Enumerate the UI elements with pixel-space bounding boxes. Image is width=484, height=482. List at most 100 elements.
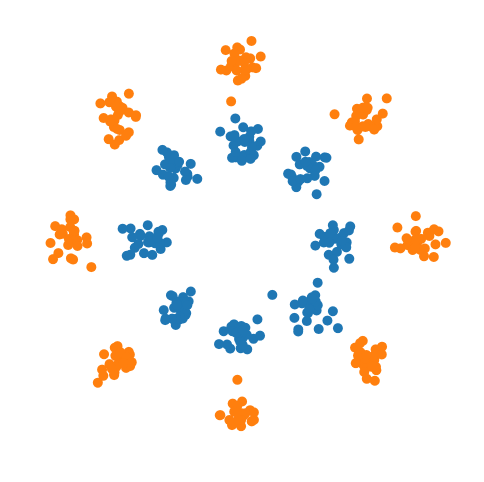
scatter-point-series-0-cluster-1-13	[291, 151, 302, 162]
scatter-point-series-1-cluster-5-21	[99, 349, 110, 360]
scatter-point-series-0-cluster-2-18	[255, 136, 266, 147]
scatter-point-series-1-cluster-7-20	[353, 350, 364, 361]
scatter-point-series-0-cluster-6-9	[214, 339, 225, 350]
scatter-point-series-1-cluster-1-18	[353, 134, 364, 145]
scatter-point-series-1-cluster-0-21	[428, 251, 439, 262]
scatter-point-series-0-cluster-1-18	[321, 152, 332, 163]
scatter-point-series-1-cluster-7-8	[350, 358, 361, 369]
scatter-point-series-0-cluster-1-5	[311, 151, 322, 162]
scatter-point-series-1-cluster-1-8	[361, 93, 372, 104]
scatter-point-series-1-cluster-3-16	[98, 113, 109, 124]
scatter-point-series-1-cluster-0-22	[429, 224, 440, 235]
scatter-point-series-1-cluster-2-10	[255, 51, 266, 62]
scatter-point-series-1-cluster-3-4	[95, 98, 106, 109]
scatter-point-series-0-cluster-4-16	[133, 239, 144, 250]
scatter-point-series-0-cluster-1-21	[287, 176, 298, 187]
scatter-point-series-1-cluster-2-11	[246, 35, 257, 46]
scatter-point-series-1-cluster-1-17	[369, 124, 380, 135]
scatter-point-series-1-cluster-2-23	[234, 55, 245, 66]
scatter-point-series-1-cluster-0-15	[410, 226, 421, 237]
scatter-point-series-0-cluster-1-24	[295, 174, 306, 185]
scatter-point-series-1-cluster-1-21	[350, 121, 361, 132]
scatter-point-series-0-cluster-2-3	[215, 126, 226, 137]
scatter-point-series-1-cluster-2-7	[215, 64, 226, 75]
scatter-point-series-0-cluster-4-1	[142, 220, 153, 231]
scatter-point-series-1-cluster-4-15	[81, 232, 92, 243]
scatter-point-series-1-cluster-2-22	[251, 63, 262, 74]
scatter-point-series-0-cluster-0-5	[310, 240, 321, 251]
scatter-point-series-0-cluster-2-22	[230, 113, 241, 124]
scatter-point-series-1-cluster-3-19	[112, 124, 123, 135]
scatter-point-series-0-cluster-6-13	[225, 343, 236, 354]
scatter-point-series-0-cluster-2-9	[236, 155, 247, 166]
scatter-point-series-0-cluster-5-1	[185, 286, 196, 297]
scatter-point-series-1-cluster-4-13	[72, 240, 83, 251]
scatter-point-series-1-cluster-6-24	[229, 406, 240, 417]
scatter-point-series-0-cluster-6-17	[252, 314, 263, 325]
scatter-point-series-0-cluster-1-0	[300, 146, 311, 157]
scatter-point-series-0-cluster-0-1	[327, 220, 338, 231]
scatter-point-series-0-cluster-0-22	[324, 237, 335, 248]
scatter-point-series-0-cluster-3-20	[163, 171, 174, 182]
scatter-point-series-1-cluster-3-12	[123, 88, 134, 99]
scatter-point-series-1-cluster-7-19	[376, 349, 387, 360]
plot-area	[45, 35, 451, 432]
scatter-point-series-1-cluster-0-4	[392, 222, 403, 233]
scatter-point-series-0-cluster-5-21	[182, 300, 193, 311]
scatter-point-series-0-cluster-3-18	[180, 175, 191, 186]
scatter-point-series-1-cluster-0-24	[411, 234, 422, 245]
scatter-point-series-1-cluster-6-19	[247, 415, 258, 426]
scatter-point-series-1-cluster-7-24	[355, 338, 366, 349]
scatter-point-series-0-cluster-0-13	[331, 246, 342, 257]
scatter-point-series-0-cluster-1-14	[319, 175, 330, 186]
scatter-point-series-1-cluster-0-8	[401, 233, 412, 244]
scatter-point-series-0-cluster-2-20	[230, 146, 241, 157]
scatter-point-series-1-cluster-2-24	[226, 55, 237, 66]
scatter-point-series-1-cluster-6-17	[232, 374, 243, 385]
scatter-point-series-0-cluster-7-14	[293, 326, 304, 337]
scatter-point-series-0-cluster-6-21	[255, 330, 266, 341]
scatter-point-series-1-cluster-0-23	[440, 237, 451, 248]
scatter-point-series-0-cluster-6-24	[237, 325, 248, 336]
scatter-point-series-1-cluster-2-13	[220, 45, 231, 56]
scatter-point-series-1-cluster-4-14	[86, 262, 97, 273]
scatter-point-series-0-cluster-3-17	[165, 163, 176, 174]
scatter-point-series-0-cluster-0-21	[328, 254, 339, 265]
scatter-point-series-0-cluster-1-22	[300, 156, 311, 167]
scatter-point-series-1-cluster-0-0	[410, 211, 421, 222]
scatter-point-series-1-cluster-4-2	[45, 237, 56, 248]
scatter-point-series-1-cluster-1-19	[329, 109, 340, 120]
scatter-point-series-1-cluster-5-24	[126, 357, 137, 368]
scatter-point-series-1-cluster-0-17	[419, 243, 430, 254]
scatter-point-series-1-cluster-4-19	[48, 254, 59, 265]
scatter-point-series-1-cluster-6-21	[224, 415, 235, 426]
scatter-point-series-1-cluster-1-24	[377, 108, 388, 119]
scatter-point-series-1-cluster-5-20	[118, 358, 129, 369]
scatter-point-series-1-cluster-6-9	[214, 410, 225, 421]
scatter-point-series-0-cluster-2-24	[245, 153, 256, 164]
scatter-point-series-0-cluster-4-20	[144, 235, 155, 246]
scatter-point-series-1-cluster-1-12	[381, 93, 392, 104]
scatter-point-series-0-cluster-3-22	[166, 179, 177, 190]
scatter-point-series-1-cluster-4-23	[69, 225, 80, 236]
scatter-point-series-1-cluster-1-22	[360, 122, 371, 133]
scatter-point-series-1-cluster-4-22	[65, 214, 76, 225]
scatter-point-series-1-cluster-3-23	[114, 106, 125, 117]
scatter-point-series-0-cluster-0-15	[343, 225, 354, 236]
scatter-point-series-0-cluster-3-13	[185, 158, 196, 169]
scatter-point-series-0-cluster-0-17	[325, 228, 336, 239]
scatter-point-series-0-cluster-6-20	[237, 340, 248, 351]
scatter-point-series-1-cluster-0-9	[430, 239, 441, 250]
scatter-point-series-0-cluster-0-20	[344, 253, 355, 264]
scatter-point-series-1-cluster-0-20	[409, 243, 420, 254]
scatter-point-series-0-cluster-0-24	[314, 228, 325, 239]
scatter-point-series-0-cluster-3-11	[179, 166, 190, 177]
scatter-point-series-0-cluster-1-23	[311, 189, 322, 200]
scatter-point-series-0-cluster-4-15	[125, 249, 136, 260]
scatter-point-series-0-cluster-0-23	[336, 236, 347, 247]
scatter-point-series-0-cluster-2-11	[246, 126, 257, 137]
scatter-point-series-1-cluster-7-15	[359, 366, 370, 377]
scatter-point-series-1-cluster-3-24	[123, 127, 134, 138]
scatter-point-series-1-cluster-5-14	[97, 364, 108, 375]
